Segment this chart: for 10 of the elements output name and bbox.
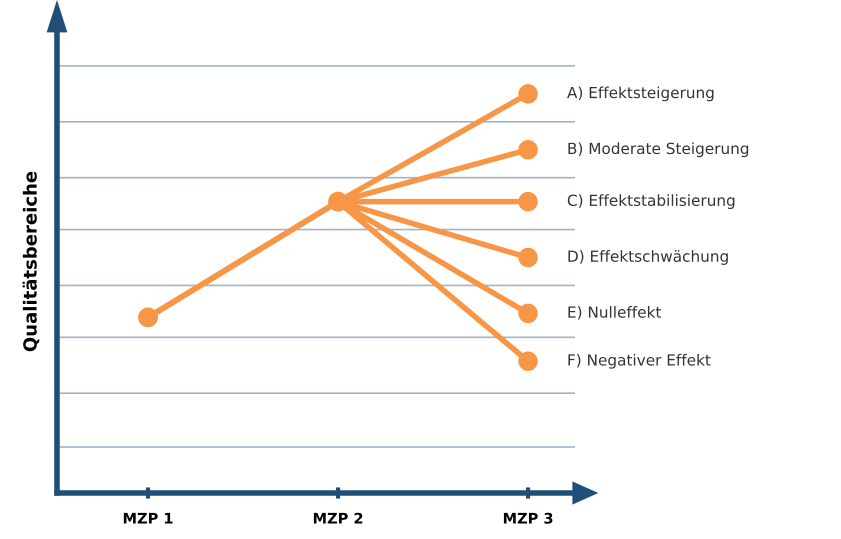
series-label: A) Effektsteigerung: [567, 86, 714, 102]
x-tick-label: MZP 1: [124, 512, 173, 524]
y-axis-title: Qualitätsbereiche: [22, 172, 40, 352]
x-tick-label: MZP 2: [314, 512, 362, 524]
text: D) Effektschwächung: [568, 250, 728, 265]
text: E) Nulleffekt: [568, 306, 662, 320]
text: B) Moderate Steigerung: [568, 142, 748, 158]
text: F) Negativer Effekt: [568, 354, 711, 369]
x-tick-label: MZP 3: [504, 512, 552, 524]
text: C) Effektstabilisierung: [568, 194, 734, 210]
